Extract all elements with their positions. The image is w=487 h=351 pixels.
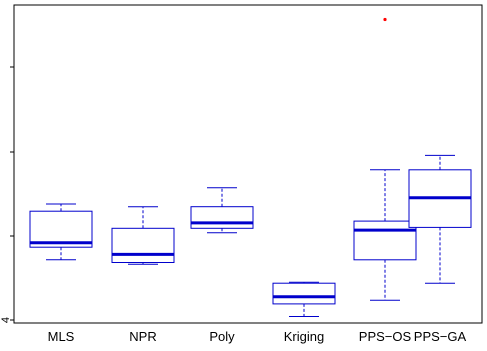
x-tick-label: NPR xyxy=(129,329,156,344)
plot-frame xyxy=(13,4,483,324)
iqr-box xyxy=(190,206,254,229)
box-pps-os xyxy=(353,17,417,301)
box-npr xyxy=(111,206,175,265)
x-tick-label: Poly xyxy=(209,329,235,344)
outlier-point xyxy=(383,17,387,22)
x-tick-label: PPS−OS xyxy=(359,329,412,344)
iqr-box xyxy=(111,227,175,264)
box-poly xyxy=(190,187,254,234)
box-kriging xyxy=(272,281,336,317)
iqr-box xyxy=(353,220,417,261)
boxes-layer xyxy=(29,17,472,317)
y-axis: 4 xyxy=(0,66,14,323)
x-tick-label: MLS xyxy=(48,329,75,344)
box-pps-ga xyxy=(408,154,472,284)
x-tick-label: PPS−GA xyxy=(414,329,467,344)
x-tick-label: Kriging xyxy=(284,329,324,344)
iqr-box xyxy=(272,282,336,305)
box-mls xyxy=(29,203,93,261)
y-tick-label: 4 xyxy=(0,317,12,323)
x-axis-labels: MLS NPR Poly Kriging PPS−OS PPS−GA xyxy=(48,329,467,344)
